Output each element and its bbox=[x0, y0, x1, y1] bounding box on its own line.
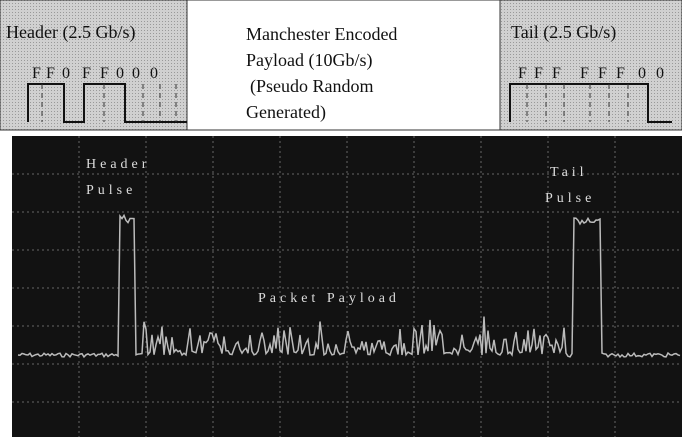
payload-line: Generated) bbox=[246, 102, 326, 123]
bit-label: F bbox=[518, 65, 527, 82]
tail-pulse-label: Tail bbox=[550, 165, 588, 180]
bit-label: F bbox=[82, 65, 91, 82]
bit-label: 0 bbox=[150, 65, 158, 82]
header-pulse-label: Header bbox=[86, 157, 150, 172]
tail-pulse-label: Pulse bbox=[545, 191, 595, 206]
bit-label: 0 bbox=[132, 65, 140, 82]
tail-title: Tail (2.5 Gb/s) bbox=[511, 22, 616, 43]
bit-label: 0 bbox=[116, 65, 124, 82]
bit-label: 0 bbox=[656, 65, 664, 82]
bit-label: F bbox=[32, 65, 41, 82]
bit-label: 0 bbox=[638, 65, 646, 82]
bit-label: F bbox=[580, 65, 589, 82]
bit-label: F bbox=[616, 65, 625, 82]
tail-box bbox=[500, 0, 682, 130]
payload-line: Manchester Encoded bbox=[246, 24, 397, 44]
bit-label: F bbox=[552, 65, 561, 82]
bit-label: F bbox=[100, 65, 109, 82]
payload-line: Payload (10Gb/s) bbox=[246, 50, 372, 71]
bit-label: F bbox=[598, 65, 607, 82]
payload-line: (Pseudo Random bbox=[250, 76, 374, 97]
bit-label: F bbox=[46, 65, 55, 82]
payload-label: Packet Payload bbox=[258, 291, 400, 306]
bit-label: F bbox=[534, 65, 543, 82]
header-title: Header (2.5 Gb/s) bbox=[6, 22, 135, 43]
header-pulse-label: Pulse bbox=[86, 183, 136, 198]
bit-label: 0 bbox=[62, 65, 70, 82]
figure: Header (2.5 Gb/s) Tail (2.5 Gb/s) Manche… bbox=[0, 0, 682, 437]
